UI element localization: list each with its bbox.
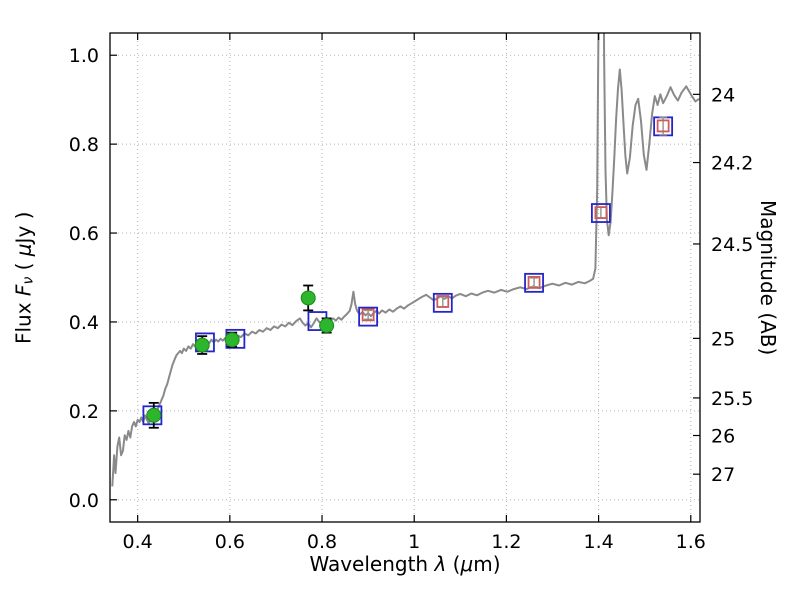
blue-square-marker	[432, 292, 453, 313]
blue-square-marker	[358, 306, 379, 327]
green-circle-marker	[194, 337, 210, 353]
y-tick-label: 0.4	[69, 312, 99, 334]
plot-frame	[109, 32, 701, 523]
green-circle-marker	[319, 318, 335, 334]
green-circle-marker	[300, 290, 316, 306]
model-spectrum-line	[111, 33, 700, 487]
y-tick-label: 0.6	[69, 223, 99, 245]
y-axis-label-text: Flux Fν ( μJy )	[11, 211, 37, 344]
y-tick-label: 0.8	[69, 134, 99, 156]
x-tick-label: 1	[408, 531, 420, 553]
magnitude-tick-label: 24	[711, 84, 735, 106]
x-axis-label: Wavelength λ (μm)	[309, 552, 501, 576]
y-axis-label: Flux Fν ( μJy )	[8, 33, 40, 522]
synthetic-photometry-squares	[142, 116, 674, 426]
y-tick-label: 0.0	[69, 490, 99, 512]
right-axis-label-text: Magnitude (AB)	[756, 199, 780, 356]
model-photometry-squares	[361, 116, 670, 322]
green-circle-marker	[146, 407, 162, 423]
x-tick-label: 1.2	[491, 531, 521, 553]
axis-ticks	[110, 33, 700, 522]
observed-photometry-points	[146, 284, 335, 429]
y-tick-label: 0.2	[69, 401, 99, 423]
x-tick-label: 0.8	[307, 531, 337, 553]
gridlines	[110, 33, 700, 522]
magnitude-tick-label: 24.2	[711, 153, 753, 175]
blue-square-marker	[590, 203, 611, 223]
red-square-marker	[436, 295, 450, 308]
x-axis-label-text: Wavelength	[309, 552, 435, 576]
blue-square-marker	[524, 272, 544, 293]
y-tick-label: 1.0	[69, 45, 99, 67]
magnitude-tick-label: 26	[711, 426, 735, 448]
x-tick-label: 1.6	[676, 531, 706, 553]
red-square-marker	[656, 119, 670, 133]
magnitude-tick-label: 24.5	[711, 234, 753, 256]
tick-labels: 0.4 0.6 0.8 1 1.2 1.4 1.6 0.0 0.2 0.4 0.6 0.8 1.0 24 2…	[69, 45, 754, 553]
red-square-marker	[361, 308, 375, 322]
green-circle-marker	[224, 332, 240, 348]
blue-square-marker	[142, 405, 163, 426]
red-square-marker	[594, 206, 608, 219]
magnitude-tick-label: 25	[711, 328, 735, 350]
x-tick-label: 1.4	[583, 531, 613, 553]
red-square-marker	[527, 275, 541, 289]
right-axis-label: Magnitude (AB)	[752, 33, 784, 522]
magnitude-tick-label: 27	[711, 464, 735, 486]
magnitude-tick-label: 25.5	[711, 388, 753, 410]
x-tick-label: 0.6	[215, 531, 245, 553]
x-tick-label: 0.4	[123, 531, 153, 553]
